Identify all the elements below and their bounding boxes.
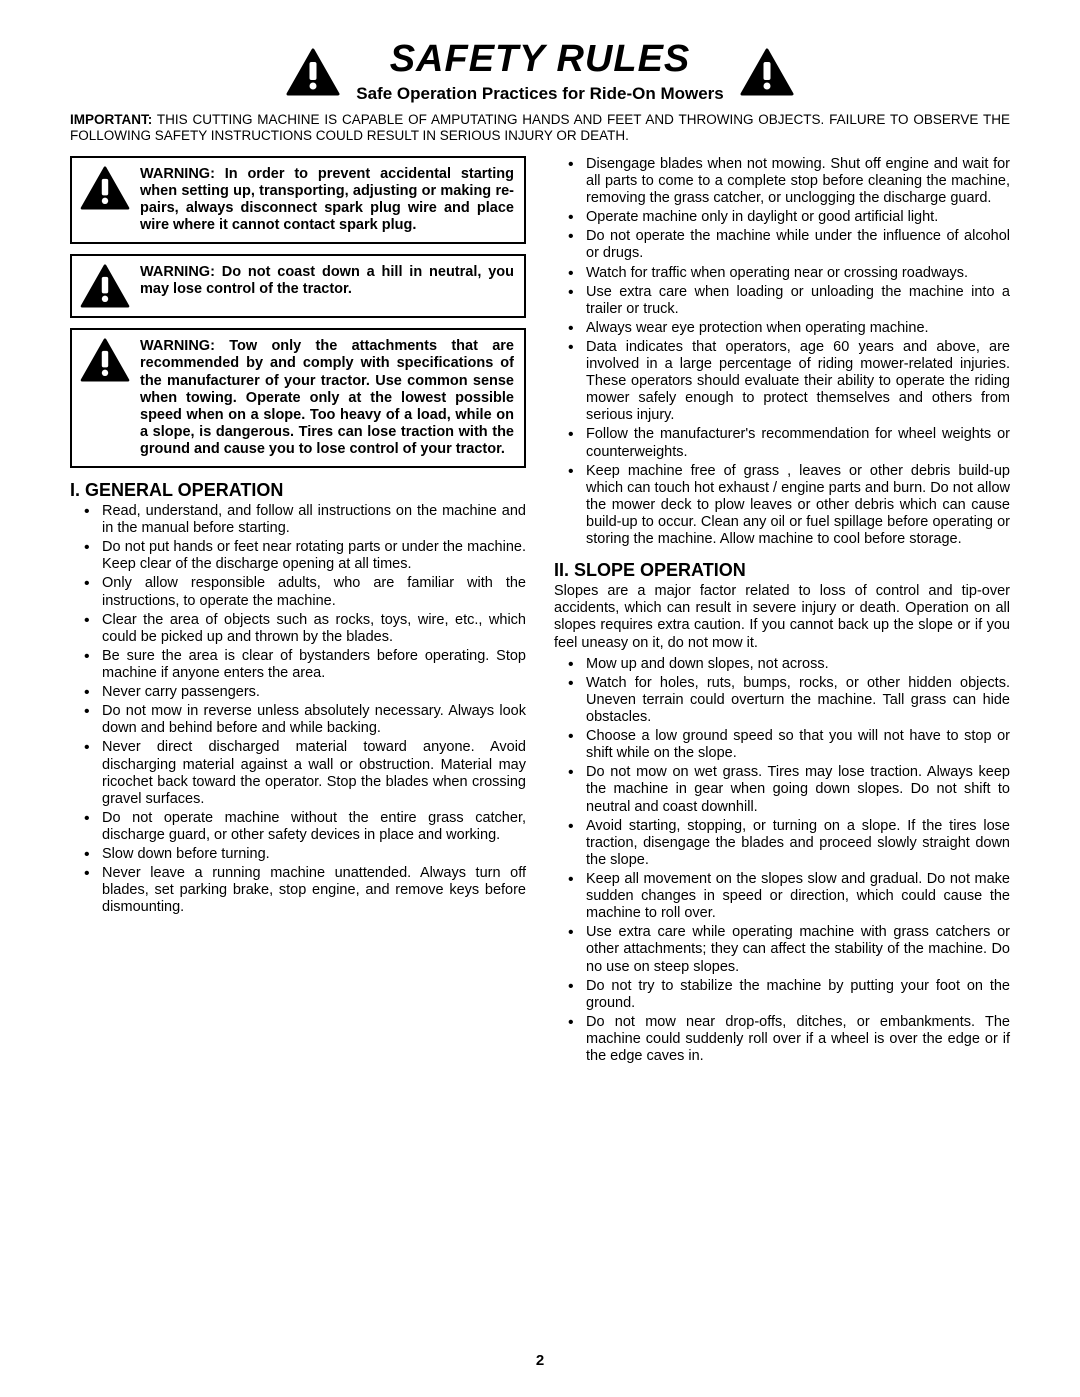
warning-box: WARNING: In order to prevent ac­ci­den­t… bbox=[70, 156, 526, 244]
list-item: Do not mow on wet grass. Tires may lose … bbox=[586, 764, 1010, 815]
right-column: Disengage blades when not mowing. Shut o… bbox=[554, 156, 1010, 1067]
general-operation-list: Read, understand, and follow all instruc… bbox=[70, 503, 526, 917]
header-row: SAFETY RULES Safe Operation Practices fo… bbox=[70, 40, 1010, 104]
section-heading-general: I. GENERAL OPERATION bbox=[70, 480, 526, 501]
general-operation-continued-list: Disengage blades when not mowing. Shut o… bbox=[554, 156, 1010, 548]
warning-box: WARNING: Tow only the attachments that a… bbox=[70, 328, 526, 468]
list-item: Never carry passengers. bbox=[102, 684, 526, 701]
list-item: Do not mow in reverse unless absolutely … bbox=[102, 703, 526, 737]
list-item: Avoid starting, stopping, or turning on … bbox=[586, 818, 1010, 869]
warning-triangle-icon bbox=[286, 48, 340, 96]
page-number: 2 bbox=[0, 1352, 1080, 1369]
list-item: Choose a low ground speed so that you wi… bbox=[586, 728, 1010, 762]
title-block: SAFETY RULES Safe Operation Practices fo… bbox=[356, 40, 723, 104]
list-item: Keep all movement on the slopes slow and… bbox=[586, 871, 1010, 922]
header: SAFETY RULES Safe Operation Practices fo… bbox=[70, 40, 1010, 104]
list-item: Slow down before turning. bbox=[102, 846, 526, 863]
list-item: Follow the manufacturer's recommendation… bbox=[586, 426, 1010, 460]
list-item: Do not try to stabilize the machine by p… bbox=[586, 978, 1010, 1012]
list-item: Mow up and down slopes, not across. bbox=[586, 656, 1010, 673]
warning-text: WARNING: Tow only the attachments that a… bbox=[140, 338, 514, 458]
list-item: Disengage blades when not mowing. Shut o… bbox=[586, 156, 1010, 207]
list-item: Never direct discharged material toward … bbox=[102, 739, 526, 807]
list-item: Do not mow near drop-offs, ditches, or e… bbox=[586, 1014, 1010, 1065]
warning-text: WARNING: In order to prevent ac­ci­den­t… bbox=[140, 166, 514, 234]
warning-text: WARNING: Do not coast down a hill in neu… bbox=[140, 264, 514, 298]
important-notice: IMPORTANT: THIS CUTTING MACHINE IS CAPAB… bbox=[70, 112, 1010, 144]
slope-operation-list: Mow up and down slopes, not across. Watch… bbox=[554, 656, 1010, 1066]
list-item: Never leave a running machine unattended… bbox=[102, 865, 526, 916]
warning-triangle-icon bbox=[80, 264, 130, 308]
list-item: Watch for holes, ruts, bumps, rocks, or … bbox=[586, 675, 1010, 726]
warning-triangle-icon bbox=[80, 166, 130, 210]
list-item: Operate machine only in daylight or good… bbox=[586, 209, 1010, 226]
list-item: Keep machine free of grass , leaves or o… bbox=[586, 463, 1010, 549]
list-item: Be sure the area is clear of bystanders … bbox=[102, 648, 526, 682]
important-text: THIS CUTTING MACHINE IS CAPABLE OF AMPUT… bbox=[70, 112, 1010, 143]
list-item: Do not operate machine without the entir… bbox=[102, 810, 526, 844]
list-item: Use extra care while operating machine w… bbox=[586, 924, 1010, 975]
page-title: SAFETY RULES bbox=[390, 40, 691, 78]
list-item: Only allow responsible adults, who are f… bbox=[102, 575, 526, 609]
list-item: Read, understand, and follow all instruc… bbox=[102, 503, 526, 537]
section-heading-slope: II. SLOPE OPERATION bbox=[554, 560, 1010, 581]
list-item: Data indicates that operators, age 60 ye… bbox=[586, 339, 1010, 425]
columns: WARNING: In order to prevent ac­ci­den­t… bbox=[70, 156, 1010, 1067]
list-item: Clear the area of objects such as rocks,… bbox=[102, 612, 526, 646]
slope-intro: Slopes are a major factor related to los… bbox=[554, 583, 1010, 651]
warning-box: WARNING: Do not coast down a hill in neu… bbox=[70, 254, 526, 318]
list-item: Use extra care when loading or unloading… bbox=[586, 284, 1010, 318]
left-column: WARNING: In order to prevent ac­ci­den­t… bbox=[70, 156, 526, 1067]
page-subtitle: Safe Operation Practices for Ride-On Mow… bbox=[356, 84, 723, 104]
warning-boxes: WARNING: In order to prevent ac­ci­den­t… bbox=[70, 156, 526, 468]
page-root: SAFETY RULES Safe Operation Practices fo… bbox=[0, 0, 1080, 1397]
list-item: Do not operate the machine while under t… bbox=[586, 228, 1010, 262]
warning-triangle-icon bbox=[740, 48, 794, 96]
warning-triangle-icon bbox=[80, 338, 130, 382]
important-label: IMPORTANT: bbox=[70, 112, 152, 127]
list-item: Always wear eye protection when operatin… bbox=[586, 320, 1010, 337]
list-item: Do not put hands or feet near rotating p… bbox=[102, 539, 526, 573]
list-item: Watch for traffic when operating near or… bbox=[586, 265, 1010, 282]
